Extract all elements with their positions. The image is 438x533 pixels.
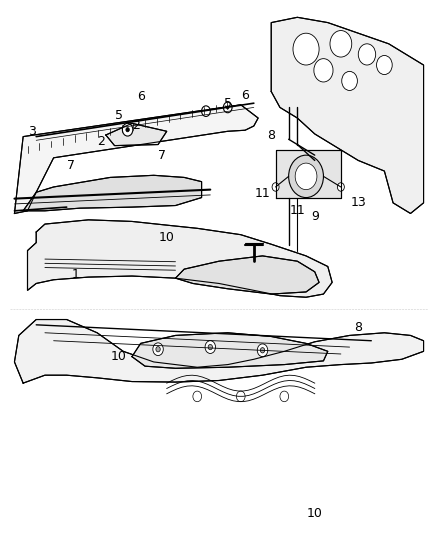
Circle shape — [208, 344, 212, 350]
Circle shape — [293, 33, 319, 65]
Polygon shape — [23, 175, 201, 211]
Circle shape — [193, 391, 201, 402]
Circle shape — [272, 183, 279, 191]
Text: 9: 9 — [311, 209, 319, 223]
Circle shape — [342, 71, 357, 91]
Circle shape — [126, 127, 129, 132]
Circle shape — [280, 391, 289, 402]
Circle shape — [122, 123, 133, 136]
Circle shape — [330, 30, 352, 57]
Circle shape — [201, 106, 210, 116]
Circle shape — [156, 346, 160, 352]
Polygon shape — [106, 123, 167, 146]
Polygon shape — [28, 220, 332, 297]
Circle shape — [205, 341, 215, 353]
Circle shape — [257, 344, 268, 357]
Circle shape — [223, 102, 232, 113]
Text: 10: 10 — [307, 506, 323, 520]
Polygon shape — [271, 17, 424, 214]
Text: 5: 5 — [115, 109, 123, 122]
Text: 3: 3 — [28, 125, 36, 138]
Text: 11: 11 — [290, 204, 305, 217]
Circle shape — [358, 44, 376, 65]
Polygon shape — [14, 105, 258, 214]
Circle shape — [314, 59, 333, 82]
Text: 2: 2 — [98, 135, 106, 148]
Text: 10: 10 — [111, 350, 127, 363]
Text: 7: 7 — [159, 149, 166, 161]
Text: 11: 11 — [254, 187, 270, 200]
Text: 7: 7 — [67, 159, 75, 172]
Text: 6: 6 — [241, 89, 249, 102]
Polygon shape — [176, 256, 319, 294]
Text: 8: 8 — [267, 128, 275, 141]
Circle shape — [226, 106, 229, 109]
Circle shape — [289, 155, 323, 198]
Circle shape — [153, 343, 163, 356]
Circle shape — [237, 391, 245, 402]
Circle shape — [295, 163, 317, 190]
Circle shape — [337, 183, 344, 191]
Circle shape — [260, 348, 265, 353]
Text: 2: 2 — [132, 119, 140, 133]
Text: 1: 1 — [71, 268, 79, 281]
Text: 13: 13 — [350, 196, 366, 209]
Polygon shape — [132, 333, 328, 368]
Text: 8: 8 — [354, 321, 362, 334]
Circle shape — [377, 55, 392, 75]
Text: 5: 5 — [224, 96, 232, 110]
Text: 6: 6 — [137, 90, 145, 103]
Polygon shape — [14, 319, 424, 383]
Polygon shape — [276, 150, 341, 198]
Text: 10: 10 — [159, 231, 175, 244]
